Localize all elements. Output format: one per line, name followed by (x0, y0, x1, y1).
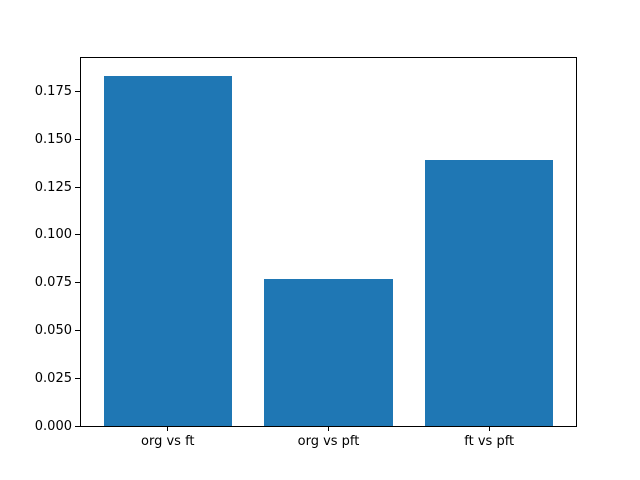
bar-org-vs-pft (264, 278, 393, 426)
y-tick-label: 0.050 (34, 322, 72, 338)
y-tick-label: 0.150 (34, 131, 72, 147)
x-tick-mark (167, 427, 169, 431)
y-tick-mark (75, 234, 80, 236)
y-tick-mark (75, 377, 80, 379)
x-tick-label: org vs ft (141, 434, 195, 449)
x-tick-mark (488, 427, 490, 431)
y-tick-mark (75, 425, 80, 427)
y-tick-mark (75, 282, 80, 284)
plot-area: 0.000 0.025 0.050 0.075 0.100 0.125 0.150 0.175… (35, 57, 577, 448)
y-tick-mark (75, 329, 80, 331)
x-tick-mark (328, 427, 329, 431)
y-tick-label: 0.100 (34, 227, 72, 243)
x-tick-label: org vs pft (297, 434, 360, 449)
y-tick-label: 0.000 (34, 418, 72, 434)
y-tick-mark (75, 138, 80, 140)
x-tick-label: ft vs pft (464, 434, 515, 449)
y-tick-label: 0.175 (34, 83, 72, 99)
y-tick-mark (75, 90, 80, 92)
y-tick-label: 0.125 (34, 179, 72, 195)
bar-ft-vs-pft (424, 160, 554, 426)
y-tick-label: 0.025 (34, 370, 72, 386)
bar-org-vs-ft (103, 76, 233, 426)
y-tick-mark (75, 186, 80, 188)
y-tick-label: 0.075 (34, 275, 72, 291)
